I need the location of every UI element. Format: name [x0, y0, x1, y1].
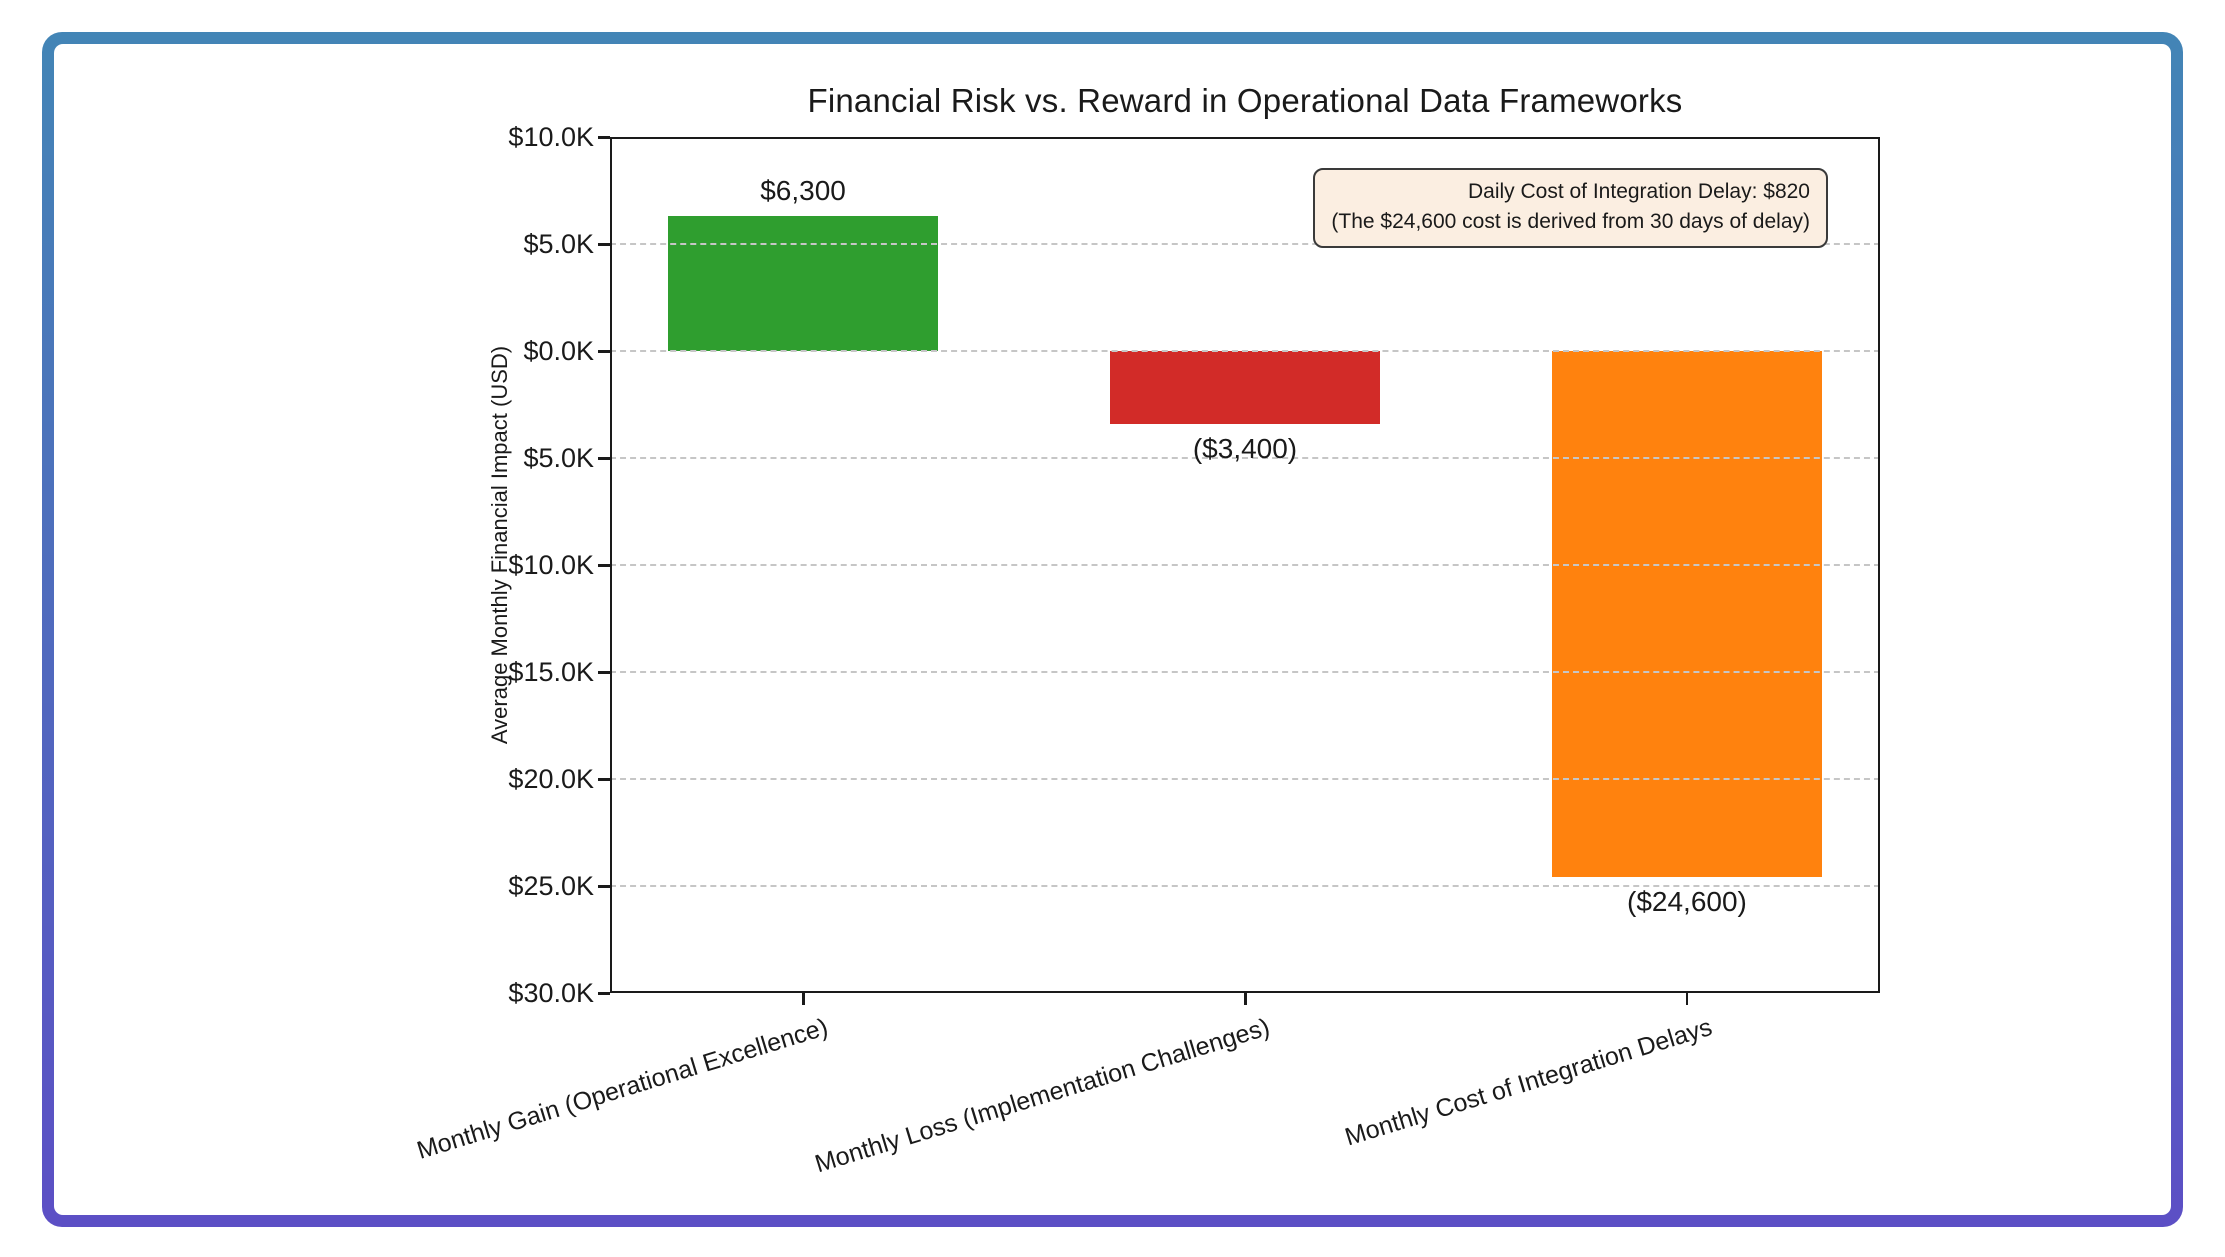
y-gridline — [610, 671, 1880, 673]
y-tick-label: $20.0K — [508, 764, 594, 794]
y-tick-label: $25.0K — [508, 871, 594, 901]
bar-monthly-loss — [1110, 351, 1380, 424]
y-gridline — [610, 457, 1880, 459]
chart-title: Financial Risk vs. Reward in Operational… — [807, 82, 1683, 119]
y-tick-label: $5.0K — [523, 229, 594, 259]
y-gridline — [610, 243, 1880, 245]
y-tick-label: $5.0K — [523, 443, 594, 473]
y-axis-label: Average Monthly Financial Impact (USD) — [487, 345, 512, 745]
y-tick-mark — [598, 457, 610, 460]
y-gridline — [610, 564, 1880, 566]
y-tick-label: $15.0K — [508, 657, 594, 687]
y-tick-label: $10.0K — [508, 122, 594, 152]
y-tick-mark — [598, 564, 610, 567]
y-tick-mark — [598, 778, 610, 781]
y-tick-mark — [598, 671, 610, 674]
bar-monthly-cost-of-delays — [1551, 351, 1822, 878]
bar-value-label: $6,300 — [760, 175, 846, 207]
y-tick-label: $0.0K — [523, 336, 594, 366]
gradient-frame — [42, 32, 2183, 1227]
x-tick-mark — [802, 993, 805, 1005]
annotation-line2: (The $24,600 cost is derived from 30 day… — [1331, 210, 1810, 234]
y-gridline — [610, 885, 1880, 887]
y-tick-mark — [598, 136, 610, 139]
y-gridline — [610, 778, 1880, 780]
bar-value-label: ($3,400) — [1192, 432, 1298, 464]
annotation-line1: Daily Cost of Integration Delay: $820 — [1467, 180, 1810, 203]
y-tick-label: $30.0K — [508, 978, 594, 1008]
bar-value-label: ($24,600) — [1627, 886, 1747, 918]
y-tick-mark — [598, 992, 610, 995]
annotation-box: Daily Cost of Integration Delay: $820 (T… — [1313, 168, 1828, 248]
y-tick-label: $10.0K — [508, 550, 594, 580]
bar-monthly-gain — [668, 216, 939, 351]
x-tick-mark — [1244, 993, 1247, 1005]
x-tick-mark — [1685, 993, 1689, 1005]
y-tick-mark — [598, 243, 610, 246]
y-tick-mark — [598, 350, 610, 353]
y-tick-mark — [598, 885, 610, 888]
frame-inner-background — [54, 44, 2171, 1215]
y-gridline — [610, 350, 1880, 352]
